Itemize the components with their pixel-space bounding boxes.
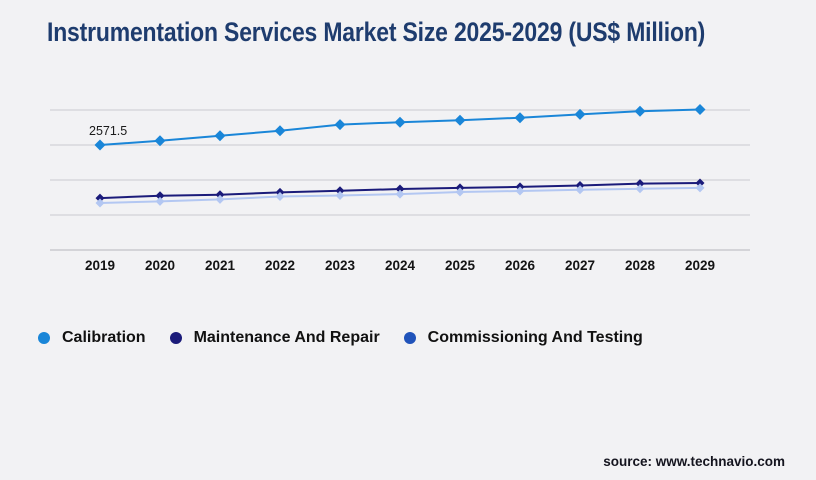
calibration-legend-dot-icon: [38, 332, 50, 344]
data-point-marker: [155, 196, 165, 206]
data-point-marker: [515, 186, 525, 196]
data-point-marker: [575, 185, 585, 195]
data-point-marker: [94, 139, 106, 151]
data-point-marker: [335, 186, 345, 196]
data-point-marker: [635, 184, 645, 194]
data-point-marker: [215, 194, 225, 204]
data-point-marker: [694, 104, 706, 115]
data-point-marker: [274, 125, 286, 137]
data-point-marker: [395, 189, 405, 199]
data-point-marker: [335, 191, 345, 200]
data-label: 2571.5: [89, 124, 127, 138]
legend-label: Calibration: [62, 329, 146, 346]
data-point-marker: [214, 130, 226, 142]
x-tick-label: 2027: [565, 258, 595, 273]
legend-item-maintenance-and-repair: Maintenance And Repair: [169, 329, 380, 347]
x-tick-label: 2028: [625, 258, 656, 273]
x-tick-label: 2023: [325, 258, 356, 273]
legend-item-commissioning-and-testing: Commissioning And Testing: [403, 329, 643, 347]
chart-legend: Calibration Maintenance And Repair Commi…: [38, 326, 643, 350]
commissioning-legend-dot-icon: [403, 332, 416, 344]
data-point-marker: [275, 192, 285, 201]
source-attribution: source: www.technavio.com: [603, 454, 785, 469]
x-tick-label: 2029: [685, 258, 715, 273]
legend-label: Commissioning And Testing: [427, 329, 643, 346]
data-point-marker: [95, 198, 105, 208]
x-tick-label: 2021: [205, 258, 236, 273]
data-point-marker: [154, 135, 166, 147]
data-point-marker: [454, 114, 466, 126]
data-point-marker: [394, 116, 406, 128]
x-tick-label: 2022: [265, 258, 295, 273]
data-point-marker: [634, 105, 646, 117]
data-point-marker: [635, 179, 645, 189]
x-tick-label: 2019: [85, 258, 115, 273]
data-point-marker: [574, 108, 586, 120]
x-tick-label: 2024: [385, 258, 416, 273]
data-point-marker: [95, 193, 105, 203]
data-point-marker: [695, 183, 705, 193]
data-point-marker: [514, 112, 526, 124]
x-tick-label: 2020: [145, 258, 175, 273]
data-point-marker: [455, 187, 465, 197]
x-tick-label: 2026: [505, 258, 536, 273]
chart-title: Instrumentation Services Market Size 202…: [47, 17, 706, 47]
data-point-marker: [695, 178, 705, 188]
x-tick-label: 2025: [445, 258, 476, 273]
data-point-marker: [334, 119, 346, 131]
data-point-marker: [215, 190, 225, 200]
legend-label: Maintenance And Repair: [193, 329, 380, 346]
data-point-marker: [395, 184, 405, 194]
maintenance-legend-dot-icon: [169, 332, 182, 344]
data-point-marker: [155, 191, 165, 201]
legend-item-calibration: Calibration: [38, 329, 146, 347]
